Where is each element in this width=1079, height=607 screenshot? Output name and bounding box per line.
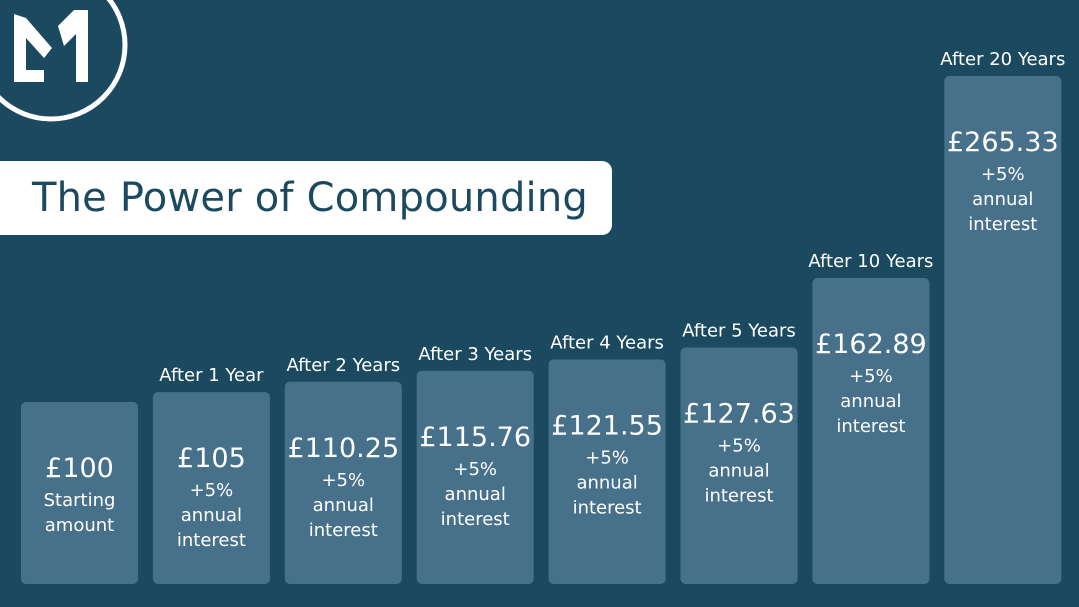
- bar-sub-label: annual: [708, 461, 769, 482]
- bar-sub-label: annual: [445, 484, 506, 505]
- bar-group: After 5 Years £127.63 +5% annual interest: [680, 321, 798, 584]
- chart-title: The Power of Compounding: [32, 175, 589, 221]
- bar-group: After 1 Year £105 +5% annual interest: [152, 365, 270, 584]
- category-label: After 2 Years: [286, 355, 400, 376]
- bar-sub-label: interest: [573, 498, 642, 519]
- value-label: £105: [177, 443, 246, 474]
- value-label: £100: [45, 453, 114, 484]
- bar-sub-label: +5%: [981, 164, 1025, 185]
- bar: [284, 381, 402, 584]
- bar-sub-label: interest: [968, 214, 1037, 235]
- bar-group: After 2 Years £110.25 +5% annual interest: [284, 355, 402, 584]
- category-label: After 5 Years: [682, 321, 796, 342]
- category-label: After 3 Years: [418, 344, 532, 365]
- bar-sub-label: annual: [313, 495, 374, 516]
- bar-group: After 4 Years £121.55 +5% annual interest: [548, 333, 666, 584]
- bar: [548, 359, 666, 584]
- value-label: £110.25: [287, 433, 399, 464]
- bar: [680, 347, 798, 584]
- bar: [416, 370, 534, 584]
- bar-sub-label: amount: [45, 515, 114, 536]
- value-label: £162.89: [815, 329, 927, 360]
- bar-sub-label: +5%: [717, 436, 761, 457]
- bar-sub-label: +5%: [190, 480, 234, 501]
- bar-sub-label: +5%: [453, 459, 497, 480]
- bar-sub-label: +5%: [585, 448, 629, 469]
- bar-sub-label: Starting: [44, 490, 116, 511]
- bar-sub-label: interest: [836, 416, 905, 437]
- bar-sub-label: annual: [181, 505, 242, 526]
- bar-sub-label: +5%: [849, 366, 893, 387]
- title-banner: The Power of Compounding: [0, 161, 612, 235]
- value-label: £265.33: [947, 127, 1059, 158]
- bar-group: After 3 Years £115.76 +5% annual interest: [416, 344, 534, 584]
- value-label: £115.76: [419, 422, 531, 453]
- bar: [944, 76, 1062, 584]
- bar-sub-label: interest: [309, 520, 378, 541]
- monogram-logo-icon: [0, 0, 128, 122]
- bar-sub-label: interest: [441, 509, 510, 530]
- bar-sub-label: annual: [840, 391, 901, 412]
- bar-sub-label: annual: [576, 473, 637, 494]
- bar-sub-label: interest: [704, 486, 773, 507]
- bar: [152, 392, 270, 584]
- bar-sub-label: +5%: [321, 470, 365, 491]
- category-label: After 4 Years: [550, 333, 664, 354]
- category-label: After 20 Years: [940, 49, 1065, 70]
- value-label: £127.63: [683, 399, 795, 430]
- category-label: After 1 Year: [159, 365, 264, 386]
- bar-group: After 10 Years £162.89 +5% annual interest: [808, 251, 933, 584]
- category-label: After 10 Years: [808, 251, 933, 272]
- bar-group: After 20 Years £265.33 +5% annual interest: [940, 49, 1065, 584]
- bar-sub-label: interest: [177, 530, 246, 551]
- value-label: £121.55: [551, 411, 663, 442]
- bar-sub-label: annual: [972, 189, 1033, 210]
- bar: [21, 402, 138, 584]
- bar-group: £100 Starting amount: [21, 402, 138, 584]
- bar: [812, 277, 930, 584]
